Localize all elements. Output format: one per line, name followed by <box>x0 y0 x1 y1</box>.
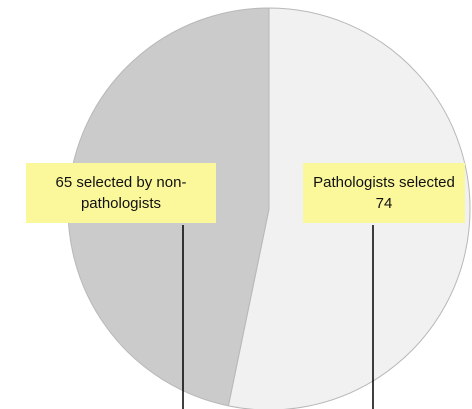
slice-label: Pathologists selected 74 <box>303 163 465 223</box>
slice-label: 65 selected by non-pathologists <box>26 163 216 223</box>
